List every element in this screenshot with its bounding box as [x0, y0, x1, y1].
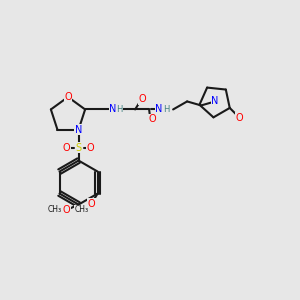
Text: O: O — [63, 205, 70, 214]
Text: O: O — [236, 113, 244, 123]
Text: N: N — [75, 124, 82, 135]
Text: N: N — [110, 104, 117, 114]
Text: S: S — [76, 142, 82, 153]
Text: O: O — [148, 114, 156, 124]
Text: CH₃: CH₃ — [47, 205, 61, 214]
Text: N: N — [155, 104, 163, 114]
Text: H: H — [116, 105, 122, 114]
Text: H: H — [163, 105, 169, 114]
Text: N: N — [212, 96, 219, 106]
Text: O: O — [88, 199, 95, 208]
Text: O: O — [63, 142, 70, 153]
Text: O: O — [138, 94, 146, 104]
Text: O: O — [64, 92, 72, 102]
Text: O: O — [87, 142, 94, 153]
Text: CH₃: CH₃ — [75, 205, 89, 214]
